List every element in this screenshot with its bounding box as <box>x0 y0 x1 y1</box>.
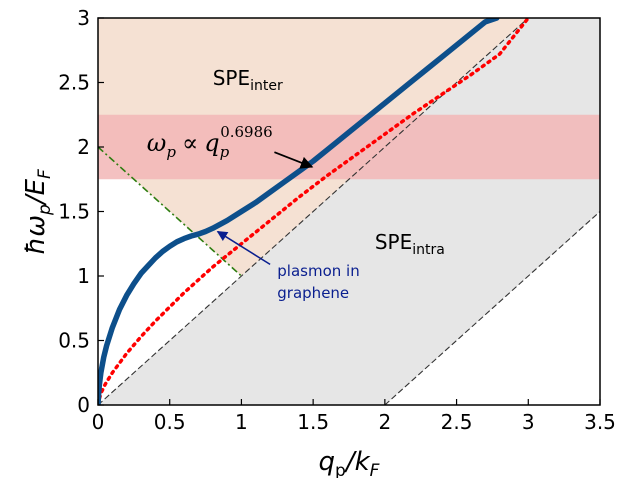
series-line-1-dotted <box>98 18 531 405</box>
series-line-4-dashed <box>384 211 600 405</box>
series-layer <box>98 18 600 405</box>
axis-ticks: 0 0.5 1 1.5 2 2.5 3 3.5 0 0.5 1 1.5 2 2.5 3 <box>58 6 616 434</box>
x-tick-label: 1.5 <box>297 410 329 434</box>
plasmon-label-line2: graphene <box>277 284 349 302</box>
formula-annotation: ωp ∝ qp0.6986 <box>147 123 273 161</box>
series-line-0-solid-thick <box>98 18 500 405</box>
spe-intra-label: SPEintra <box>375 230 445 258</box>
x-tick-label: 2.5 <box>441 410 473 434</box>
highlight-band <box>98 114 600 180</box>
formula-arrow <box>274 151 314 169</box>
x-tick-label: 3.5 <box>584 410 616 434</box>
x-tick-label: 2 <box>378 410 391 434</box>
y-tick-label: 2 <box>77 135 90 159</box>
y-tick-label: 1 <box>77 264 90 288</box>
y-tick-label: 0.5 <box>58 329 90 353</box>
y-tick-label: 2.5 <box>58 71 90 95</box>
x-tick-label: 0 <box>92 410 105 434</box>
series-line-3-dashed <box>98 18 529 405</box>
series-line-2-dashdot <box>98 146 242 277</box>
plasmon-label-line1: plasmon in <box>277 262 359 280</box>
plasmon-arrow <box>216 230 271 266</box>
y-axis-label: ħωp/EF <box>21 169 55 255</box>
y-tick-label: 1.5 <box>58 200 90 224</box>
y-tick-label: 3 <box>77 6 90 30</box>
y-tick-label: 0 <box>77 393 90 417</box>
spe-inter-label: SPEinter <box>213 66 283 94</box>
x-tick-label: 0.5 <box>154 410 186 434</box>
x-axis-label: qp/kF <box>319 447 380 478</box>
x-tick-label: 1 <box>235 410 248 434</box>
x-tick-label: 3 <box>522 410 535 434</box>
